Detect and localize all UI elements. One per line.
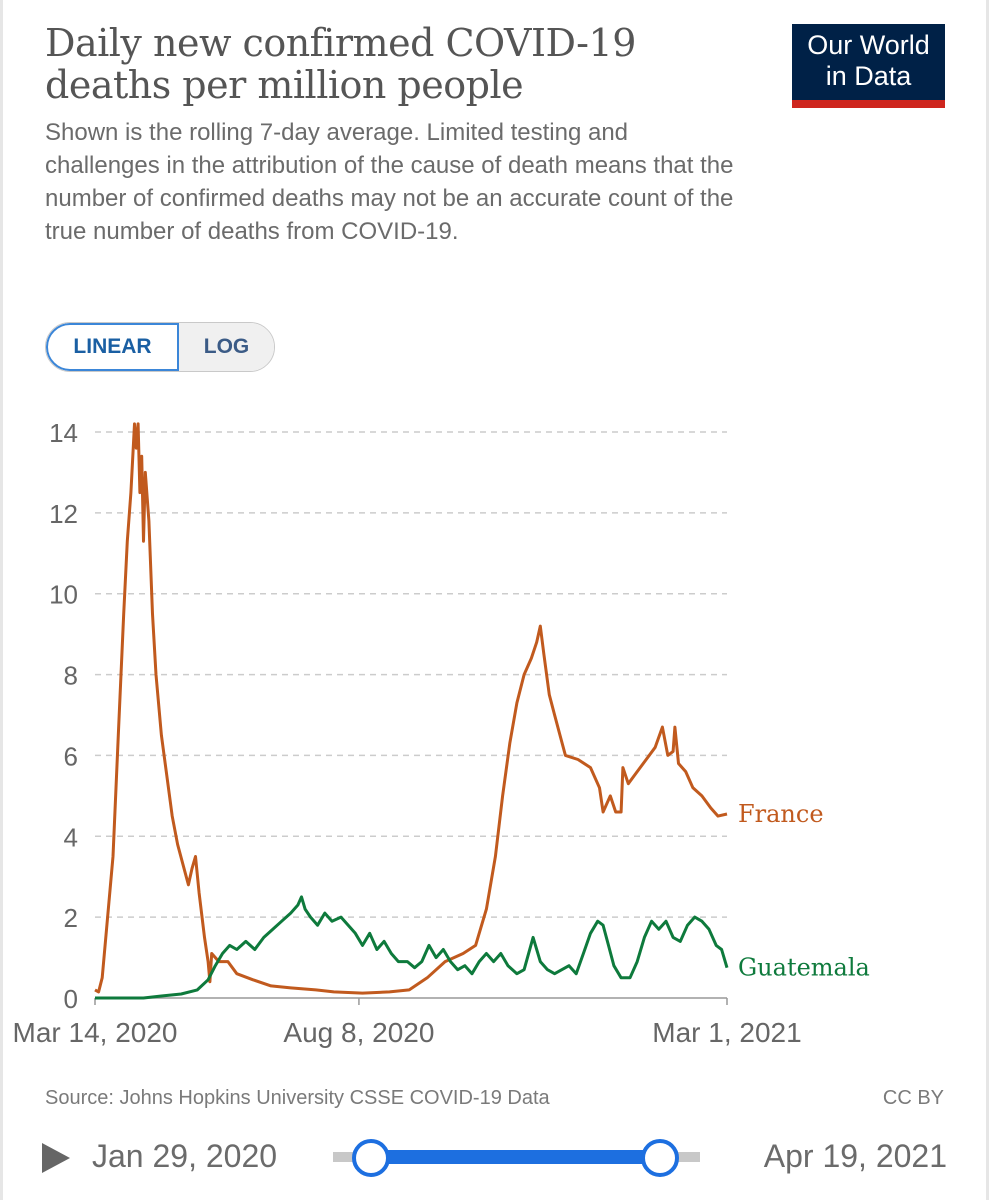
- our-world-in-data-logo[interactable]: Our World in Data: [792, 24, 945, 108]
- chart-title: Daily new confirmed COVID-19 deaths per …: [45, 21, 636, 107]
- y-tick-label: 10: [49, 580, 78, 610]
- series-line-france: [94, 422, 728, 995]
- timeline-start-date: Jan 29, 2020: [92, 1138, 278, 1174]
- linear-scale-button[interactable]: LINEAR: [46, 323, 179, 371]
- series-line-guatemala: [95, 895, 729, 1000]
- x-tick-label: Mar 14, 2020: [13, 1017, 178, 1048]
- source-note: Source: Johns Hopkins University CSSE CO…: [45, 1087, 550, 1109]
- logo-line-2: in Data: [825, 61, 912, 91]
- play-icon[interactable]: [42, 1143, 70, 1173]
- log-scale-button[interactable]: LOG: [179, 323, 274, 371]
- timeline-end-date: Apr 19, 2021: [763, 1138, 947, 1174]
- logo-line-1: Our World: [807, 30, 930, 60]
- y-tick-label: 14: [49, 418, 78, 448]
- timeline-start-handle[interactable]: [352, 1139, 390, 1177]
- x-tick-label: Aug 8, 2020: [283, 1017, 434, 1048]
- y-tick-label: 0: [64, 984, 78, 1014]
- license-link[interactable]: CC BY: [882, 1087, 944, 1109]
- timeline-selected-range: [370, 1150, 660, 1164]
- timeline-end-handle[interactable]: [641, 1139, 679, 1177]
- series-label-france: France: [738, 800, 824, 828]
- scale-toggle: LINEAR LOG: [45, 322, 275, 372]
- y-tick-label: 4: [64, 822, 78, 852]
- y-tick-label: 8: [64, 661, 78, 691]
- line-chart: 0 2 4 6 8 10 12 14 Mar 14, 2020 Aug 8, 2020 Mar 1,…: [13, 418, 870, 1048]
- y-tick-label: 6: [64, 741, 78, 771]
- frame-border-left: [0, 0, 3, 1200]
- series-label-guatemala: Guatemala: [738, 954, 870, 982]
- y-tick-label: 12: [49, 499, 78, 529]
- chart-subtitle: Shown is the rolling 7-day average. Limi…: [45, 119, 734, 245]
- x-tick-label: Mar 1, 2021: [652, 1017, 801, 1048]
- frame-border-right: [986, 0, 989, 1200]
- y-tick-label: 2: [64, 903, 78, 933]
